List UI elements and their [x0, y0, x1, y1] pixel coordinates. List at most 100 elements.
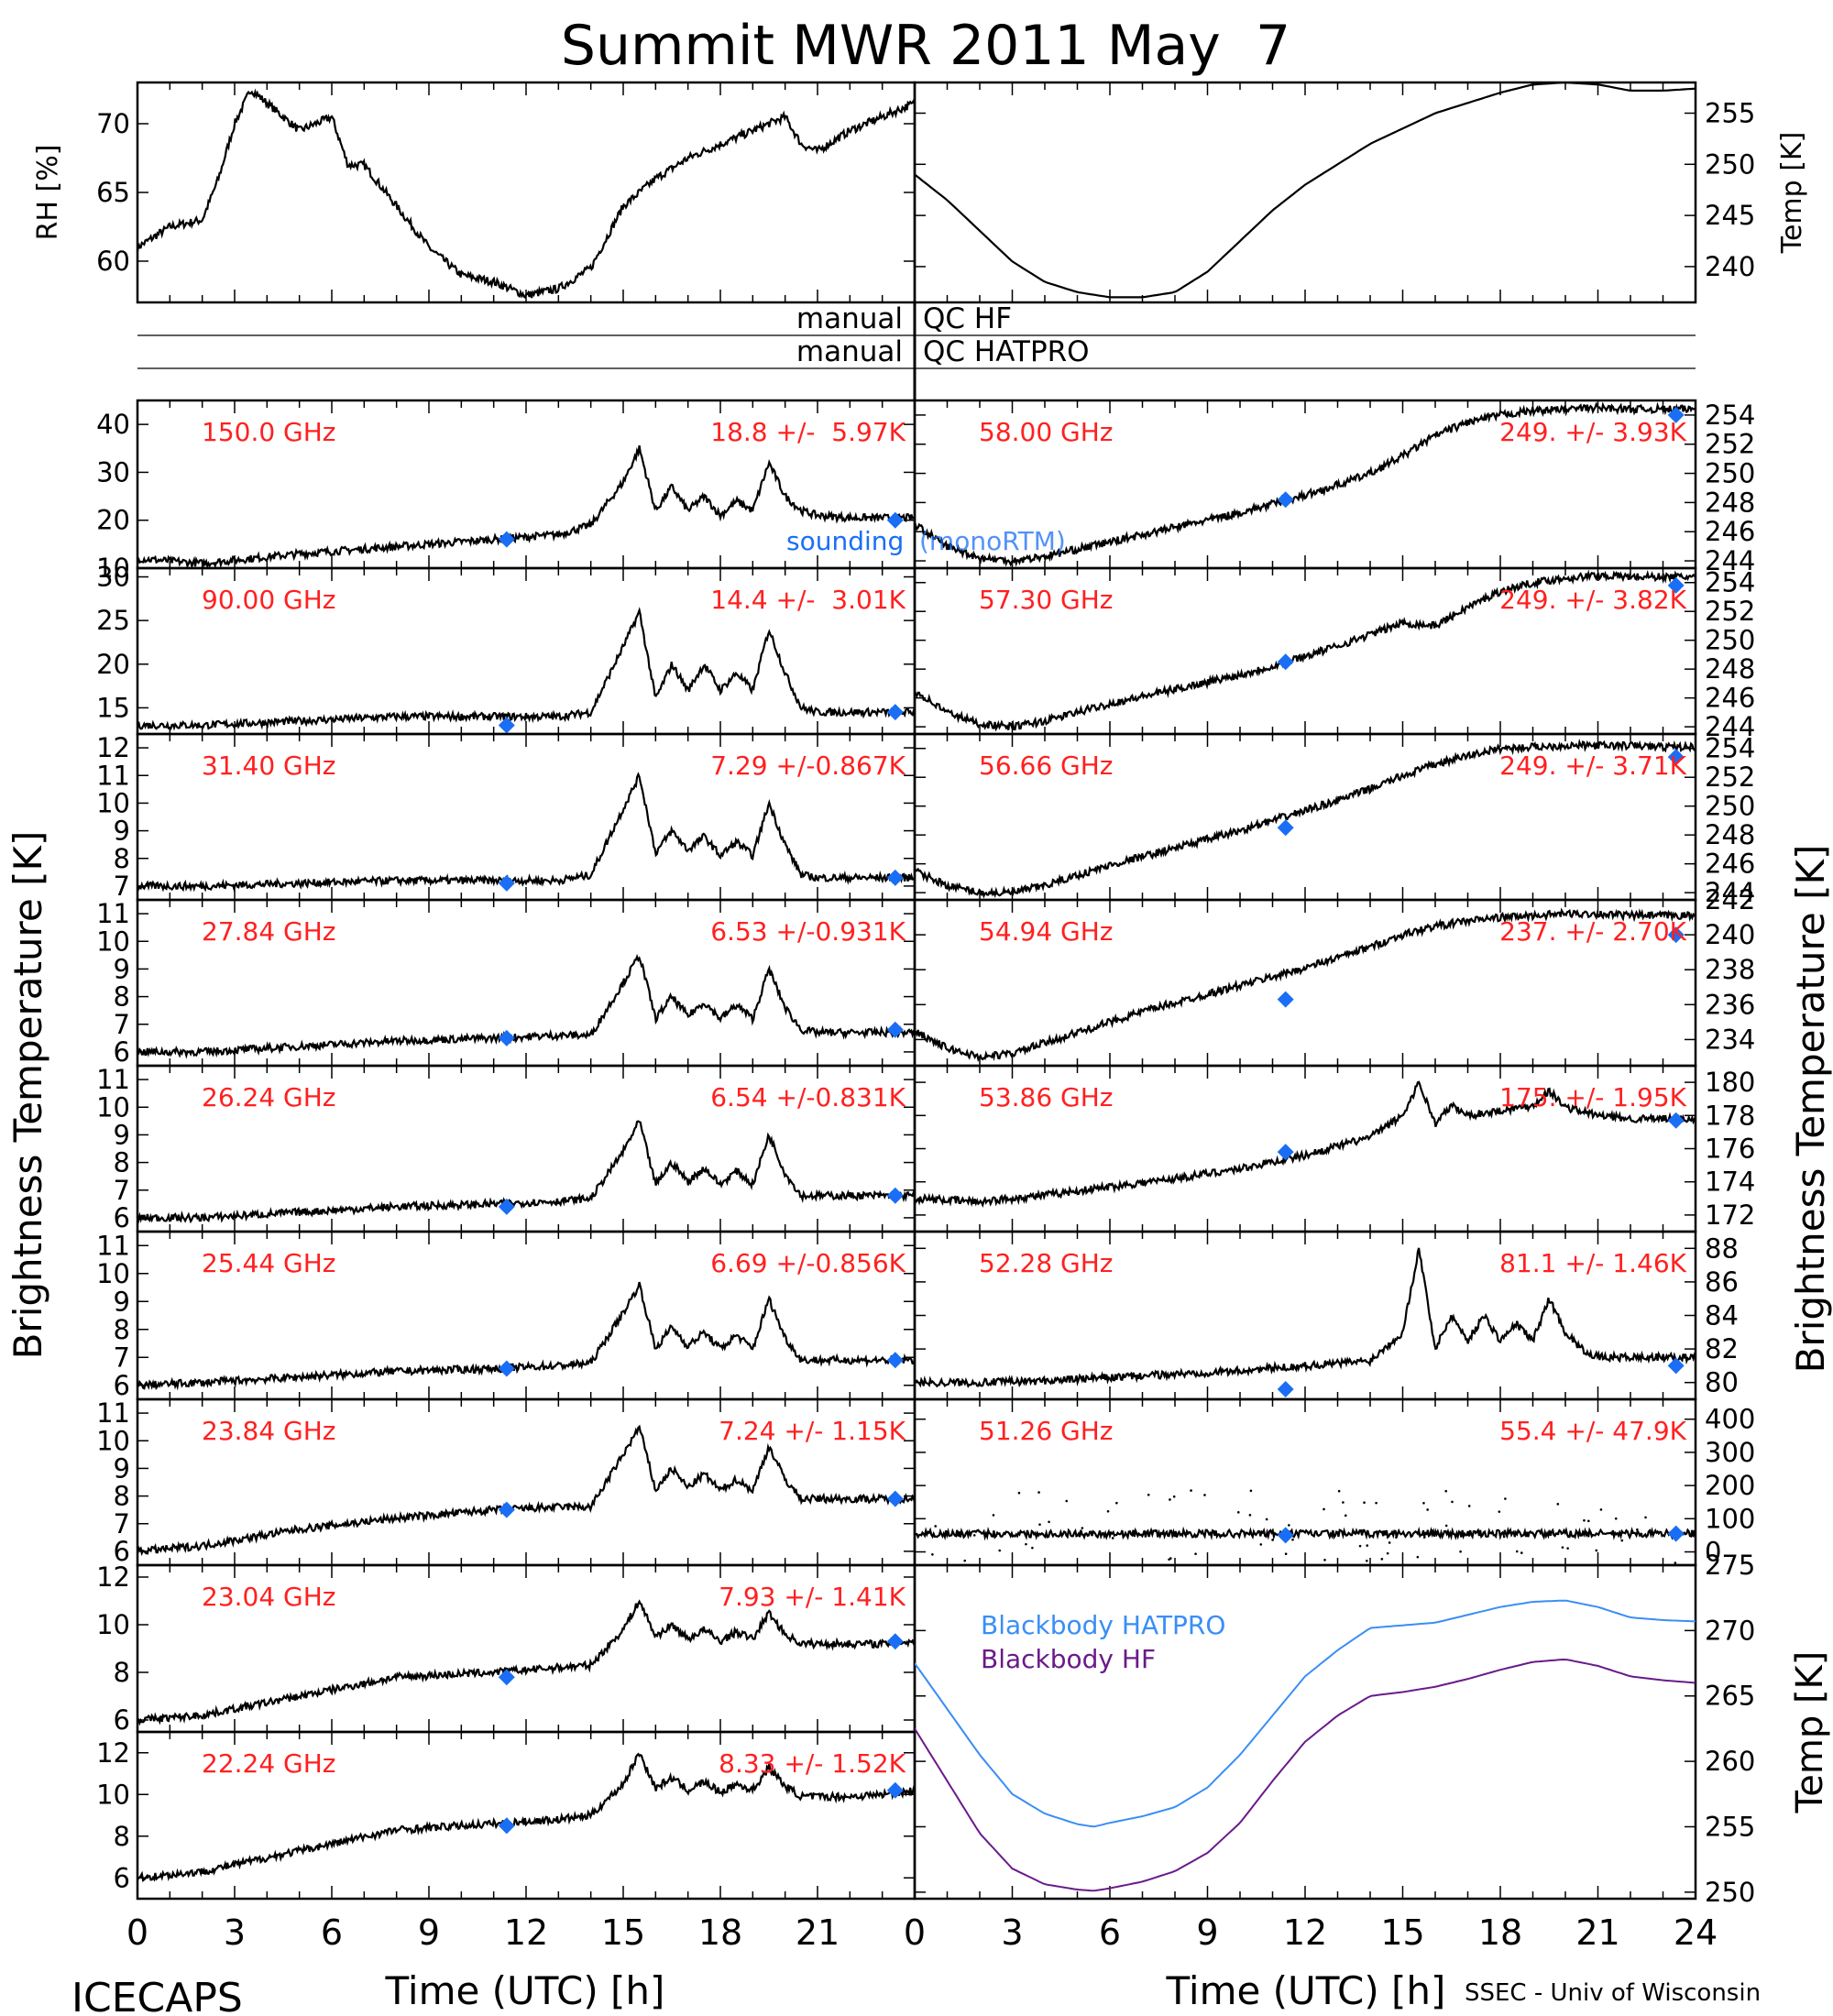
stats-label: 7.24 +/- 1.15K [719, 1416, 906, 1446]
scatter-point [1504, 1497, 1507, 1500]
scatter-point [1169, 1498, 1171, 1501]
frequency-label: 53.86 GHz [979, 1082, 1114, 1112]
stats-label: 175. +/- 1.95K [1499, 1082, 1686, 1112]
y-tick-label: 252 [1705, 596, 1755, 627]
scatter-point [1444, 1524, 1448, 1528]
y-tick-label: 10 [96, 1609, 130, 1640]
y-tick-label: 9 [114, 1452, 130, 1484]
scatter-point [1467, 1505, 1471, 1507]
scatter-point [1288, 1524, 1290, 1527]
scatter-point [1363, 1501, 1366, 1505]
y-tick-label: 8 [114, 1481, 130, 1512]
series-line [915, 1247, 1696, 1388]
y-tick-label: 248 [1705, 819, 1755, 850]
series-line [137, 445, 915, 568]
scatter-point [1515, 1550, 1519, 1553]
scatter-point [1155, 1572, 1158, 1574]
scatter-point [1106, 1509, 1110, 1513]
x-tick-label: 18 [698, 1912, 742, 1953]
sounding-marker [498, 1198, 515, 1215]
legend-monortm-label: (monoRTM) [919, 526, 1066, 556]
series-line [137, 1752, 915, 1883]
stats-label: 6.69 +/-0.856K [710, 1248, 906, 1278]
frequency-label: 52.28 GHz [979, 1248, 1114, 1278]
y-tick-label: 240 [1705, 251, 1755, 282]
scatter-point [1259, 1543, 1263, 1546]
y-tick-label: 270 [1705, 1615, 1755, 1646]
series-line [137, 88, 915, 300]
scatter-point [931, 1553, 934, 1556]
scatter-point [1561, 1546, 1564, 1549]
scatter-point [1031, 1546, 1034, 1550]
x-tick-label: 6 [321, 1912, 343, 1953]
sounding-marker [498, 1669, 515, 1686]
scatter-point [1674, 1561, 1677, 1564]
sounding-marker [1667, 926, 1685, 944]
y-tick-label: 10 [96, 1091, 130, 1123]
y-tick-label: 275 [1705, 1550, 1755, 1581]
y-tick-label: 7 [114, 1175, 130, 1206]
y-axis-label-left: Brightness Temperature [K] [5, 831, 50, 1360]
scatter-point [1640, 1532, 1643, 1536]
panel-L8: 6 8 10 12 22.24 GHz 8.33 +/- 1.52K [96, 1730, 916, 1901]
y-tick-label: 244 [1705, 545, 1755, 576]
y-tick-label: 250 [1705, 148, 1755, 180]
scatter-point [1172, 1495, 1176, 1498]
scatter-point [1323, 1507, 1325, 1511]
scatter-point [934, 1525, 938, 1528]
y-tick-label: 250 [1705, 625, 1755, 656]
y-tick-label: 15 [96, 692, 130, 723]
scatter-point [1079, 1573, 1081, 1576]
sounding-marker [886, 1352, 904, 1369]
panel-L1: 15 20 25 30 90.00 GHz 14.4 +/- 3.01K [96, 562, 916, 736]
series-line [137, 1281, 915, 1391]
scatter-point [1566, 1547, 1569, 1550]
y-tick-label: 200 [1705, 1470, 1755, 1501]
y-tick-label: 252 [1705, 761, 1755, 793]
scatter-point [1386, 1551, 1389, 1555]
scatter-point [1048, 1520, 1050, 1524]
x-tick-label: 0 [126, 1912, 148, 1953]
sounding-marker [1667, 1357, 1685, 1375]
series-line [915, 82, 1696, 299]
chart-title: Summit MWR 2011 May 7 [561, 14, 1290, 78]
y-tick-label: 7 [114, 871, 130, 902]
footer-left-label: ICECAPS [71, 1975, 243, 2016]
y-tick-label: 178 [1705, 1100, 1755, 1131]
scatter-point [1236, 1511, 1240, 1514]
footer-right-label: SSEC - Univ of Wisconsin [1465, 1979, 1761, 2007]
scatter-point [1154, 1529, 1158, 1533]
scatter-point [992, 1514, 995, 1517]
scatter-point [1426, 1508, 1429, 1511]
scatter-point [1323, 1559, 1326, 1561]
scatter-point [1422, 1536, 1426, 1539]
scatter-point [972, 1534, 976, 1537]
y-tick-label: 40 [96, 409, 130, 440]
y-tick-label: 12 [96, 1561, 130, 1593]
y-tick-label: 254 [1705, 733, 1755, 764]
series-line [137, 954, 915, 1059]
scatter-point [1147, 1493, 1150, 1496]
scatter-point [1342, 1501, 1345, 1504]
y-tick-label: 10 [96, 1425, 130, 1456]
y-tick-label: 176 [1705, 1134, 1755, 1165]
sounding-marker [886, 869, 904, 886]
scatter-point [1644, 1516, 1647, 1519]
y-tick-label: 11 [96, 1230, 130, 1261]
x-tick-label: 0 [904, 1912, 926, 1953]
sounding-marker [498, 874, 515, 892]
sounding-marker [886, 1633, 904, 1650]
scatter-point [1520, 1551, 1523, 1554]
series-line [915, 401, 1696, 567]
scatter-point [1556, 1503, 1560, 1506]
y-tick-label: 10 [96, 926, 130, 957]
scatter-point [1337, 1489, 1341, 1493]
sounding-marker [498, 1501, 515, 1518]
stats-label: 6.53 +/-0.931K [710, 916, 906, 947]
stats-label: 18.8 +/- 5.97K [710, 417, 906, 447]
y-tick-label: 6 [114, 1704, 130, 1736]
scatter-point [963, 1559, 967, 1562]
y-tick-label: 7 [114, 1342, 130, 1373]
sounding-marker [1667, 1525, 1685, 1542]
